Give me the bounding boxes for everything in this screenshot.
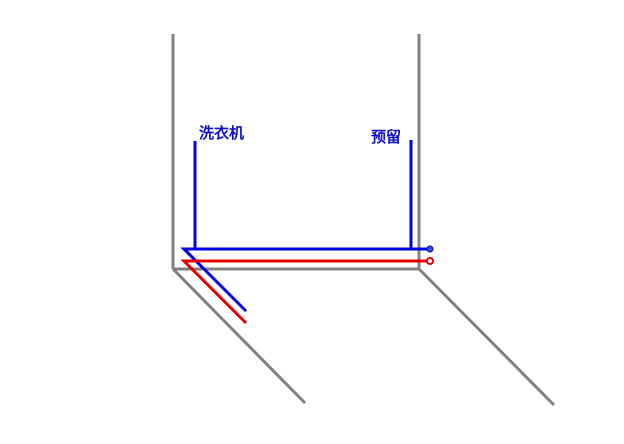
left-floor-edge (173, 269, 305, 403)
washing-machine-label: 洗衣机 (199, 124, 244, 142)
cold-water-main-pipe (184, 249, 430, 311)
reserved-label: 预留 (371, 128, 401, 146)
cold-pipe-end-cap (427, 246, 433, 252)
hot-pipe-end-cap (427, 258, 433, 264)
right-floor-edge (419, 269, 554, 405)
